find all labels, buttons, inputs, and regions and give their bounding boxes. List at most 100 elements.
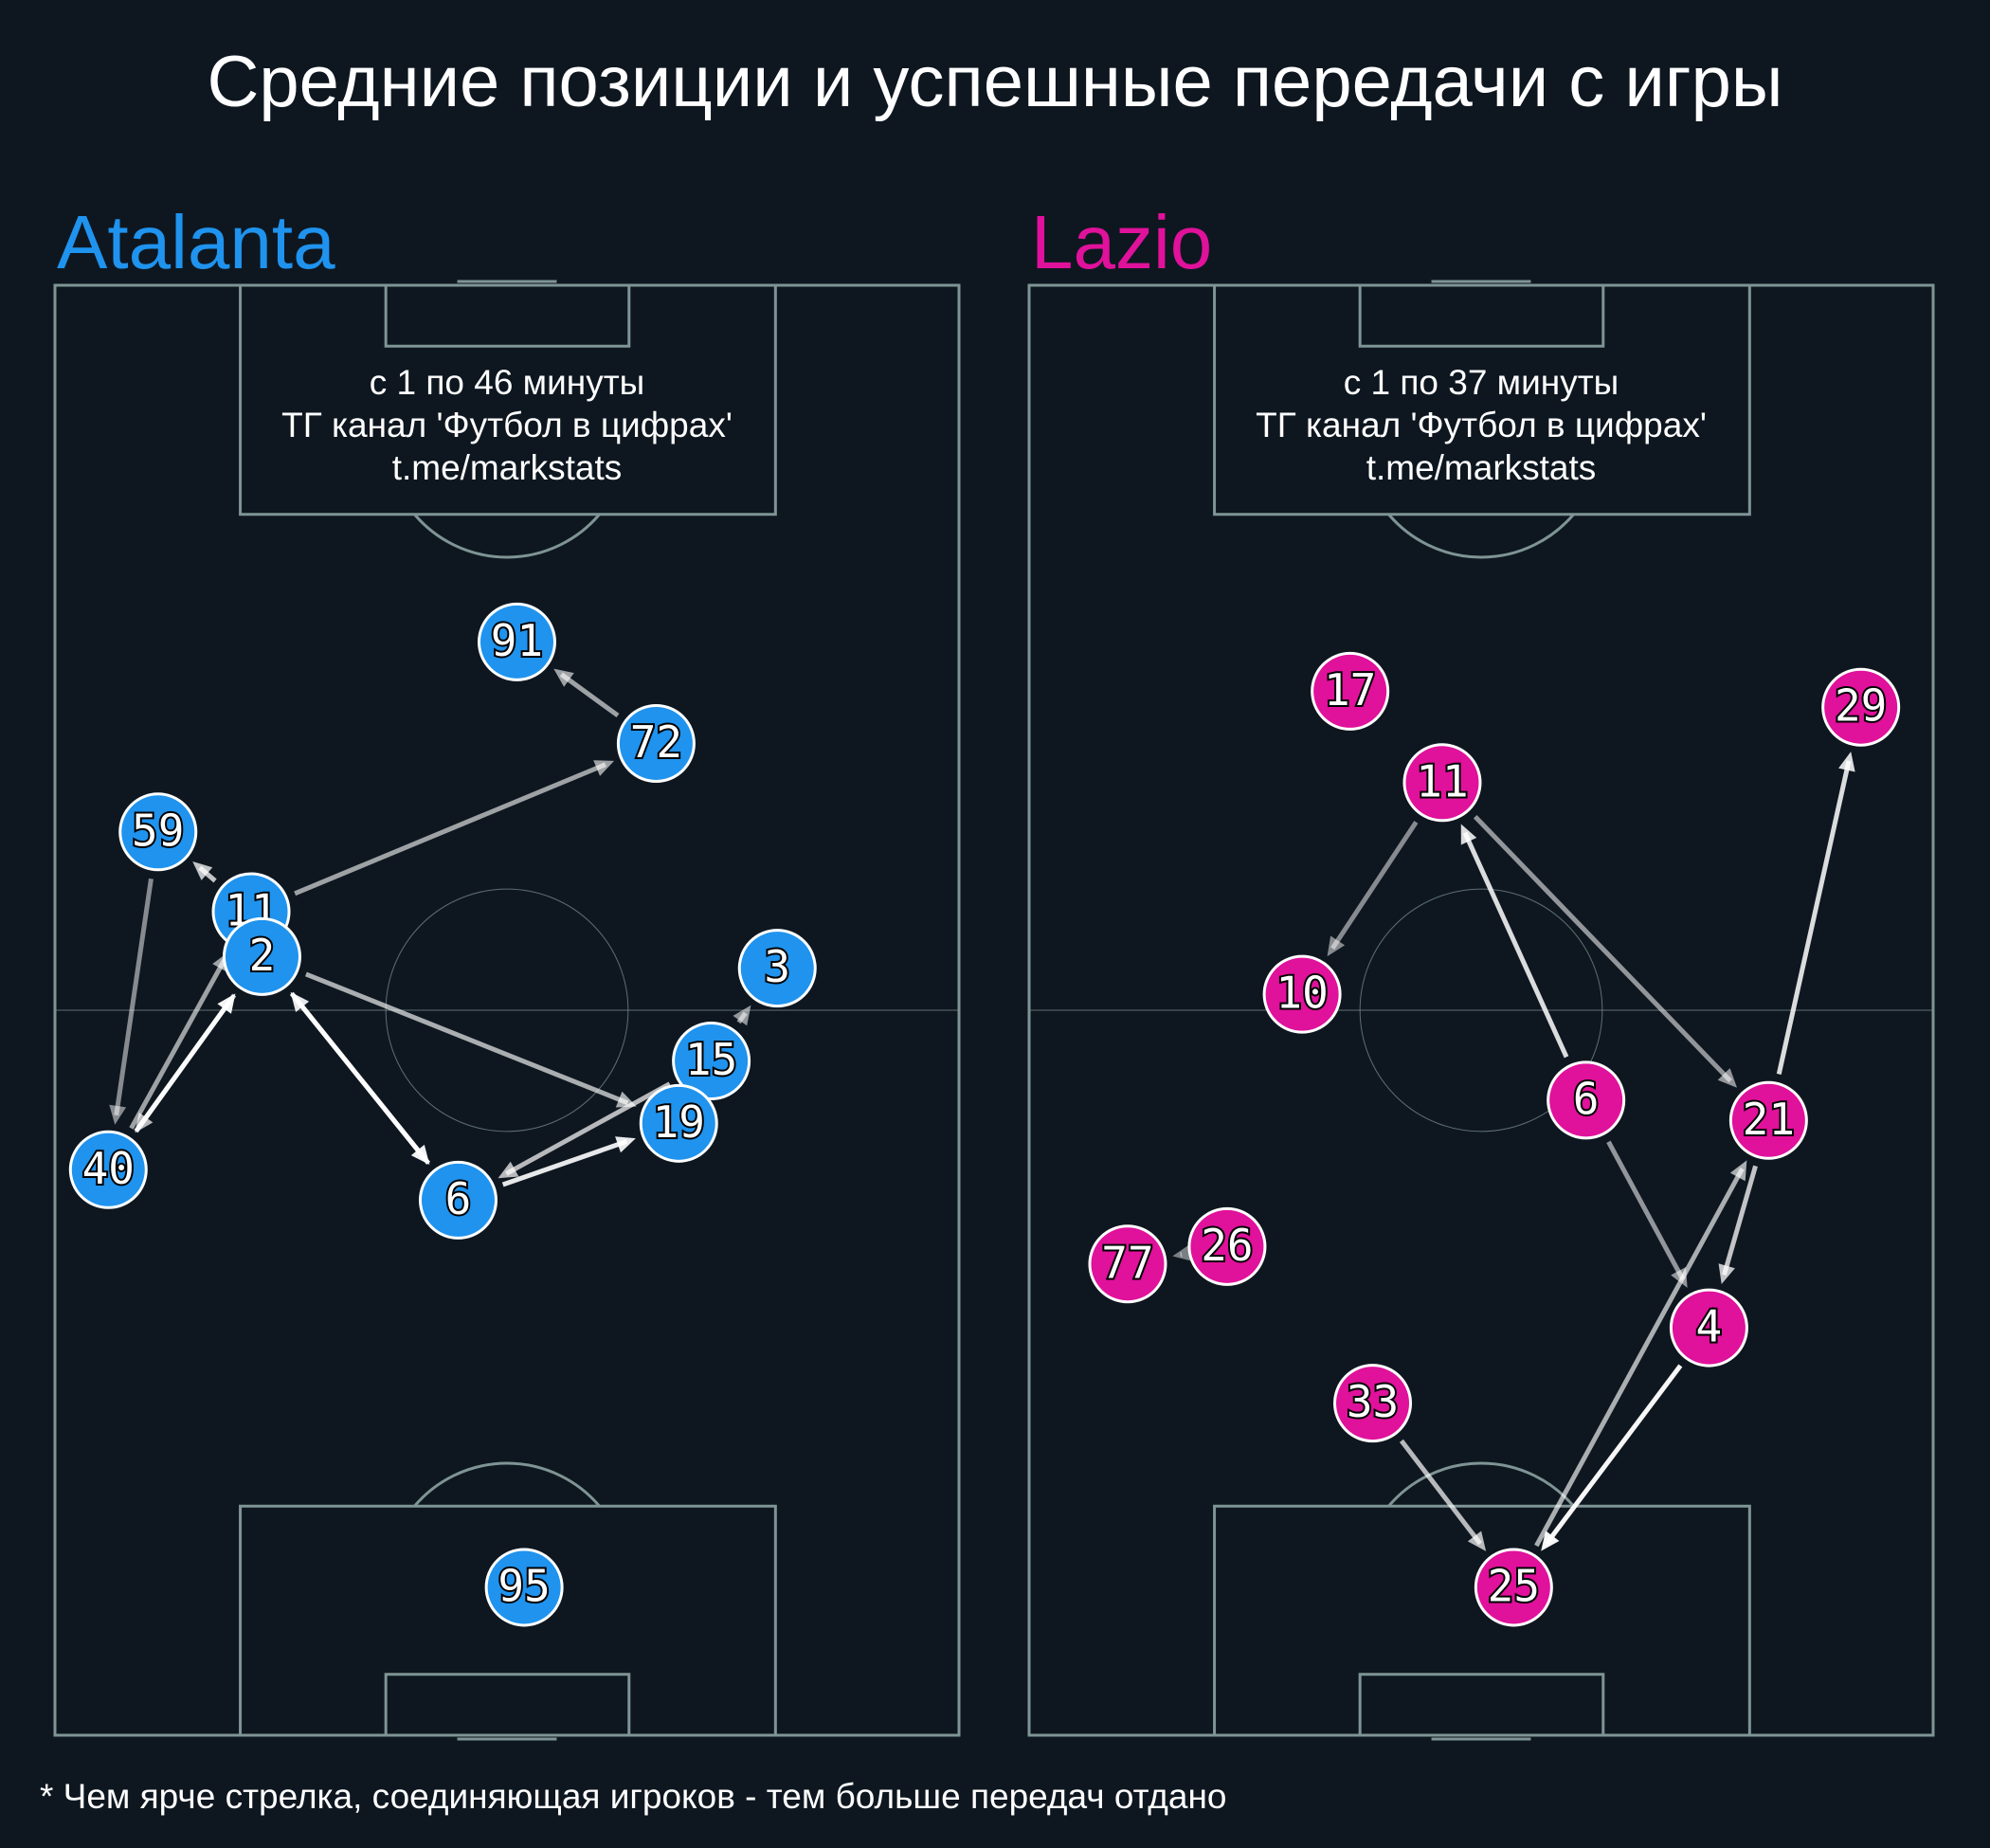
player-number: 19: [653, 1096, 705, 1148]
player-number: 40: [82, 1143, 135, 1194]
pass-arrow: [109, 878, 154, 1125]
pass-arrow: [1718, 1165, 1758, 1284]
player-marker: [1333, 1364, 1413, 1443]
team-name: Atalanta: [57, 200, 335, 284]
player-marker: [1402, 743, 1482, 823]
pass-head: [1717, 1068, 1738, 1088]
pass-line: [114, 878, 154, 1116]
player-number: 15: [685, 1034, 737, 1085]
center-circle: [385, 888, 629, 1132]
penalty-arc: [1387, 1461, 1575, 1508]
annotation: ТГ канал 'Футбол в цифрах': [281, 406, 733, 444]
pass-arrow: [192, 861, 217, 883]
player-marker: [222, 916, 301, 996]
pass-arrow: [553, 668, 620, 718]
pass-line: [501, 1139, 628, 1187]
player-number: 10: [1275, 968, 1328, 1019]
player-number: 25: [1488, 1560, 1540, 1611]
pass-line: [129, 958, 227, 1130]
annotation: ТГ канал 'Футбол в цифрах': [1256, 406, 1707, 444]
pass-head: [593, 760, 615, 776]
pass-head: [1467, 1531, 1487, 1551]
player-marker: [616, 703, 696, 783]
pass-arrow: [1172, 1244, 1193, 1261]
pass-arrow: [501, 1136, 636, 1187]
player-number: 77: [1101, 1237, 1153, 1288]
player-number: 17: [1324, 664, 1376, 716]
penalty-arc: [413, 513, 601, 559]
pass-arrow: [1399, 1439, 1487, 1551]
player-number: 21: [1743, 1094, 1795, 1145]
pass-line: [1462, 831, 1569, 1059]
pass-head: [1460, 824, 1477, 845]
six-yard-box: [384, 283, 631, 348]
pass-arrow: [1776, 752, 1855, 1076]
footnote: * Чем ярче стрелка, соединяющая игроков …: [40, 1777, 1227, 1816]
penalty-arc: [413, 1461, 601, 1508]
player-number: 6: [1573, 1073, 1600, 1124]
pass-line: [294, 997, 431, 1166]
player-marker: [1474, 1548, 1553, 1627]
annotation: с 1 по 46 минуты: [370, 363, 645, 402]
player-number: 72: [630, 716, 682, 768]
pass-head: [733, 1005, 751, 1026]
pass-arrow: [1327, 821, 1419, 957]
pass-arrow: [1460, 824, 1569, 1059]
penalty-arc: [1387, 513, 1575, 559]
player-marker: [484, 1548, 564, 1627]
pass-head: [192, 861, 213, 880]
pitch: [53, 280, 961, 1741]
pass-arrow: [1473, 815, 1738, 1088]
pass-arrow: [290, 991, 431, 1166]
player-marker: [477, 602, 556, 681]
player-number: 33: [1347, 1376, 1399, 1427]
pass-line: [304, 971, 629, 1106]
pass-arrow: [1541, 1364, 1683, 1551]
player-marker: [1547, 1060, 1626, 1140]
player-number: 6: [445, 1173, 472, 1224]
six-yard-box: [1358, 283, 1605, 348]
player-marker: [118, 792, 198, 872]
pass-head: [1541, 1531, 1560, 1551]
pass-line: [1606, 1140, 1686, 1281]
player-marker: [1728, 1080, 1808, 1160]
pass-line: [1473, 815, 1732, 1083]
player-number: 29: [1835, 680, 1887, 732]
player-number: 4: [1696, 1301, 1723, 1352]
player-number: 11: [1416, 755, 1468, 806]
pass-head: [1729, 1160, 1747, 1182]
pass-head: [1718, 1263, 1735, 1284]
team-name: Lazio: [1031, 200, 1212, 284]
pass-arrow: [294, 760, 615, 897]
pass-head: [1327, 935, 1346, 957]
pass-line: [1399, 1439, 1483, 1546]
pass-arrow: [733, 1005, 751, 1026]
pass-line: [294, 762, 606, 897]
player-number: 26: [1201, 1220, 1253, 1271]
annotation: t.me/markstats: [1366, 448, 1597, 487]
player-marker: [1187, 1206, 1267, 1286]
pass-head: [553, 668, 574, 687]
pass-arrow: [498, 1081, 671, 1179]
player-marker: [1311, 651, 1390, 731]
annotation: t.me/markstats: [392, 448, 623, 487]
pass-head: [1838, 752, 1855, 772]
player-marker: [1262, 954, 1342, 1034]
center-circle: [1359, 888, 1603, 1132]
pass-line: [1545, 1364, 1683, 1546]
player-marker: [68, 1130, 148, 1209]
pass-line: [1534, 1167, 1745, 1548]
player-number: 3: [764, 941, 790, 992]
six-yard-box: [1358, 1673, 1605, 1737]
player-marker: [418, 1160, 498, 1240]
annotation: с 1 по 37 минуты: [1344, 363, 1619, 402]
pitch: [1027, 280, 1935, 1741]
pass-line: [1722, 1165, 1758, 1277]
player-number: 95: [498, 1560, 550, 1611]
player-marker: [737, 929, 817, 1008]
player-number: 91: [491, 615, 543, 666]
pass-arrow: [1534, 1160, 1747, 1548]
pass-head: [290, 991, 310, 1012]
player-marker: [1088, 1224, 1167, 1304]
